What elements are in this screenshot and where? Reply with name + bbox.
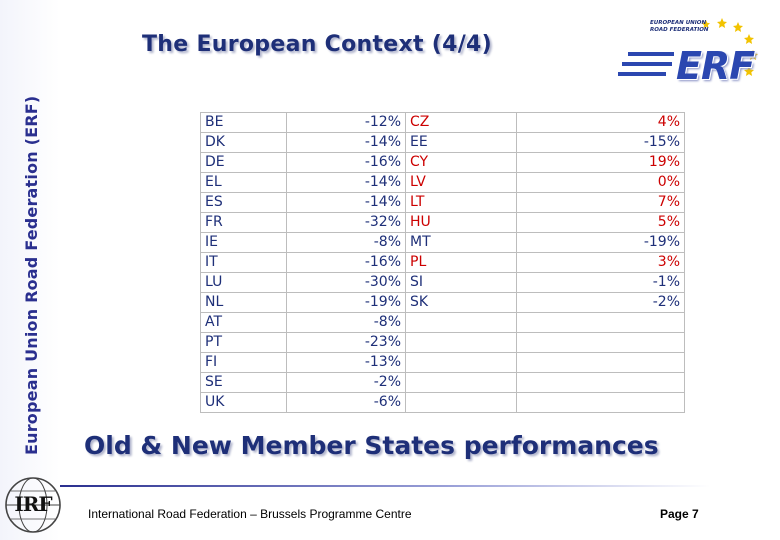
- new-member-value-cell: -2%: [516, 292, 685, 313]
- old-member-country-cell: DE: [200, 152, 287, 173]
- footer-divider: [60, 485, 710, 487]
- table-row: FI -13%: [200, 352, 685, 373]
- old-member-country-cell: BE: [200, 112, 287, 133]
- old-member-country-cell: FI: [200, 352, 287, 373]
- old-member-country-cell: DK: [200, 132, 287, 153]
- table-row: DE -16% CY 19%: [200, 152, 685, 173]
- new-member-country-cell: [405, 392, 517, 413]
- table-row: EL -14% LV 0%: [200, 172, 685, 193]
- new-member-value-cell: [516, 352, 685, 373]
- sidebar-org-name: European Union Road Federation (ERF): [22, 95, 41, 455]
- old-member-value-cell: -14%: [286, 132, 406, 153]
- new-member-country-cell: LT: [405, 192, 517, 213]
- old-member-value-cell: -8%: [286, 232, 406, 253]
- erf-wordmark: ERF: [676, 44, 755, 88]
- old-member-country-cell: NL: [200, 292, 287, 313]
- old-member-value-cell: -8%: [286, 312, 406, 333]
- new-member-country-cell: CY: [405, 152, 517, 173]
- old-member-country-cell: IT: [200, 252, 287, 273]
- footer-organization: International Road Federation – Brussels…: [88, 507, 412, 521]
- old-member-country-cell: FR: [200, 212, 287, 233]
- new-member-country-cell: MT: [405, 232, 517, 253]
- old-member-value-cell: -6%: [286, 392, 406, 413]
- table-row: ES -14% LT 7%: [200, 192, 685, 213]
- new-member-country-cell: SI: [405, 272, 517, 293]
- old-member-country-cell: IE: [200, 232, 287, 253]
- old-member-value-cell: -23%: [286, 332, 406, 353]
- table-row: SE -2%: [200, 372, 685, 393]
- new-member-country-cell: EE: [405, 132, 517, 153]
- table-row: IE -8% MT -19%: [200, 232, 685, 253]
- old-member-value-cell: -2%: [286, 372, 406, 393]
- old-member-country-cell: UK: [200, 392, 287, 413]
- new-member-country-cell: CZ: [405, 112, 517, 133]
- new-member-country-cell: HU: [405, 212, 517, 233]
- old-member-country-cell: PT: [200, 332, 287, 353]
- old-member-country-cell: LU: [200, 272, 287, 293]
- old-member-value-cell: -32%: [286, 212, 406, 233]
- table-row: AT -8%: [200, 312, 685, 333]
- table-row: NL -19% SK -2%: [200, 292, 685, 313]
- section-subheading: Old & New Member States performances: [84, 431, 659, 460]
- new-member-value-cell: [516, 372, 685, 393]
- old-member-country-cell: AT: [200, 312, 287, 333]
- new-member-value-cell: [516, 332, 685, 353]
- eu-stars-icon: [702, 18, 758, 76]
- new-member-value-cell: 19%: [516, 152, 685, 173]
- page-number: Page 7: [660, 507, 699, 521]
- old-member-value-cell: -13%: [286, 352, 406, 373]
- table-row: LU -30% SI -1%: [200, 272, 685, 293]
- old-member-country-cell: SE: [200, 372, 287, 393]
- new-member-value-cell: 7%: [516, 192, 685, 213]
- new-member-value-cell: 3%: [516, 252, 685, 273]
- new-member-country-cell: [405, 372, 517, 393]
- sidebar-band: [0, 0, 60, 540]
- road-lines-icon: [618, 52, 674, 76]
- old-member-value-cell: -19%: [286, 292, 406, 313]
- erf-logo-caption: European Union Road Federation: [650, 20, 709, 33]
- table-row: BE -12% CZ 4%: [200, 112, 685, 133]
- table-row: IT -16% PL 3%: [200, 252, 685, 273]
- new-member-country-cell: [405, 332, 517, 353]
- table-row: UK -6%: [200, 392, 685, 413]
- table-row: FR -32% HU 5%: [200, 212, 685, 233]
- page-title: The European Context (4/4): [142, 32, 493, 57]
- old-member-value-cell: -30%: [286, 272, 406, 293]
- new-member-value-cell: 5%: [516, 212, 685, 233]
- new-member-country-cell: [405, 352, 517, 373]
- irf-logo-text: IRF: [14, 492, 52, 516]
- old-member-value-cell: -14%: [286, 192, 406, 213]
- table-row: DK -14% EE -15%: [200, 132, 685, 153]
- new-member-value-cell: -19%: [516, 232, 685, 253]
- old-member-country-cell: ES: [200, 192, 287, 213]
- new-member-value-cell: [516, 312, 685, 333]
- erf-logo: [618, 18, 758, 76]
- new-member-country-cell: [405, 312, 517, 333]
- new-member-value-cell: -1%: [516, 272, 685, 293]
- new-member-country-cell: SK: [405, 292, 517, 313]
- new-member-value-cell: -15%: [516, 132, 685, 153]
- new-member-country-cell: PL: [405, 252, 517, 273]
- new-member-value-cell: 0%: [516, 172, 685, 193]
- new-member-country-cell: LV: [405, 172, 517, 193]
- old-member-value-cell: -16%: [286, 252, 406, 273]
- performance-table: BE -12% CZ 4% DK -14% EE -15% DE -16% CY 19% EL -14% L…: [200, 112, 685, 413]
- new-member-value-cell: 4%: [516, 112, 685, 133]
- new-member-value-cell: [516, 392, 685, 413]
- old-member-value-cell: -14%: [286, 172, 406, 193]
- irf-logo: [5, 477, 61, 533]
- old-member-value-cell: -12%: [286, 112, 406, 133]
- old-member-value-cell: -16%: [286, 152, 406, 173]
- table-row: PT -23%: [200, 332, 685, 353]
- old-member-country-cell: EL: [200, 172, 287, 193]
